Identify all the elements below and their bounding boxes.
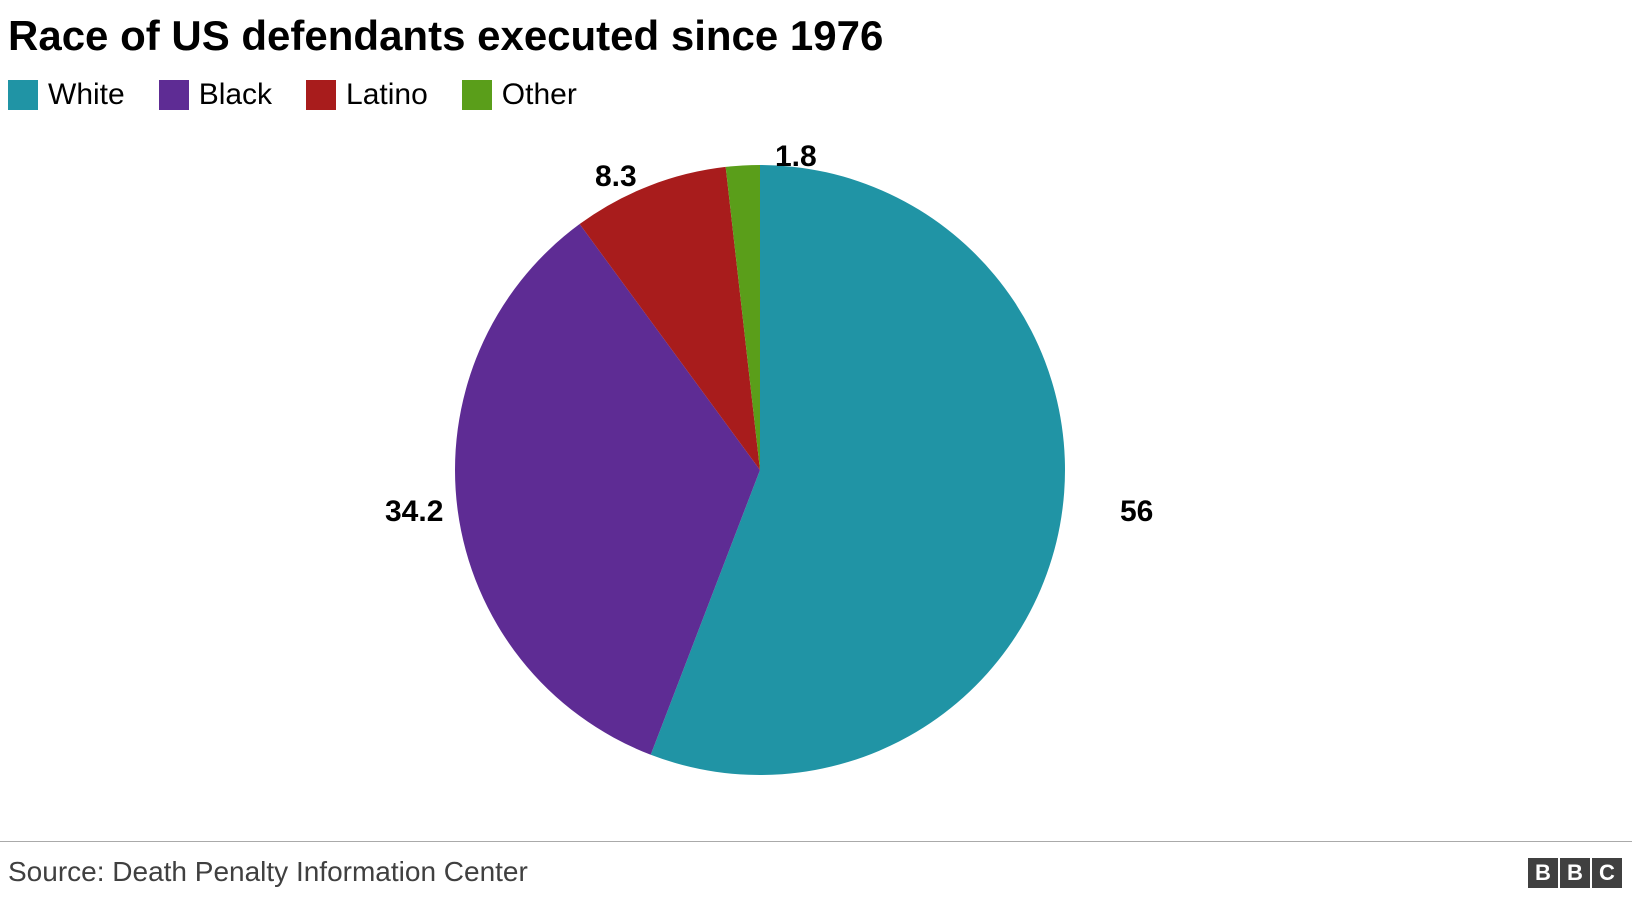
legend: White Black Latino Other — [8, 78, 577, 112]
bbc-c-icon: C — [1592, 858, 1622, 888]
data-label-white: 56 — [1120, 495, 1153, 529]
chart-container: Race of US defendants executed since 197… — [0, 0, 1632, 912]
bbc-b2-icon: B — [1560, 858, 1590, 888]
chart-title: Race of US defendants executed since 197… — [8, 12, 883, 60]
swatch-black — [159, 80, 189, 110]
bbc-b1-icon: B — [1528, 858, 1558, 888]
bbc-logo: B B C — [1528, 858, 1622, 888]
legend-label: Latino — [346, 78, 428, 112]
data-label-latino: 8.3 — [595, 160, 637, 194]
pie-chart: 56 34.2 8.3 1.8 — [0, 130, 1632, 830]
data-label-other: 1.8 — [775, 140, 817, 174]
chart-footer: Source: Death Penalty Information Center — [0, 841, 1632, 888]
legend-label: Other — [502, 78, 577, 112]
swatch-other — [462, 80, 492, 110]
swatch-white — [8, 80, 38, 110]
pie-svg — [0, 130, 1632, 830]
legend-label: Black — [199, 78, 272, 112]
legend-item-white: White — [8, 78, 125, 112]
legend-label: White — [48, 78, 125, 112]
swatch-latino — [306, 80, 336, 110]
data-label-black: 34.2 — [385, 495, 443, 529]
legend-item-black: Black — [159, 78, 272, 112]
source-text: Source: Death Penalty Information Center — [8, 856, 528, 887]
legend-item-latino: Latino — [306, 78, 428, 112]
legend-item-other: Other — [462, 78, 577, 112]
